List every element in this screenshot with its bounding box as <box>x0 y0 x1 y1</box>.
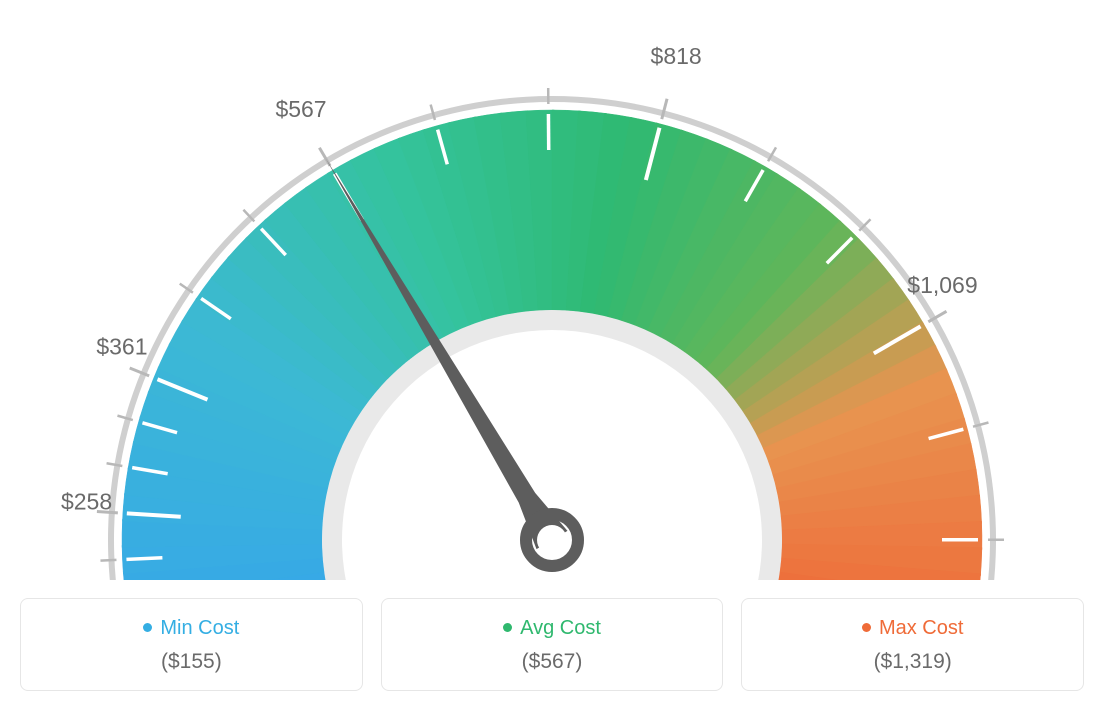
gauge-tick-label: $1,069 <box>907 272 977 298</box>
gauge-needle-hub-inner <box>537 525 567 555</box>
legend-card-max: Max Cost ($1,319) <box>741 598 1084 691</box>
legend-max-label: Max Cost <box>862 617 963 640</box>
legend-card-min: Min Cost ($155) <box>20 598 363 691</box>
gauge-tick-label: $258 <box>61 488 112 514</box>
legend-min-label: Min Cost <box>143 617 239 640</box>
legend-card-avg: Avg Cost ($567) <box>381 598 724 691</box>
gauge-tick-label: $818 <box>651 43 702 69</box>
gauge-tick-label: $361 <box>96 333 147 359</box>
cost-gauge: $155$258$361$567$818$1,069$1,319 <box>20 20 1084 580</box>
legend-row: Min Cost ($155) Avg Cost ($567) Max Cost… <box>20 598 1084 691</box>
legend-avg-label: Avg Cost <box>503 617 601 640</box>
legend-min-value: ($155) <box>33 650 350 674</box>
legend-max-value: ($1,319) <box>754 650 1071 674</box>
legend-avg-value: ($567) <box>394 650 711 674</box>
gauge-tick-label: $567 <box>275 96 326 122</box>
gauge-svg: $155$258$361$567$818$1,069$1,319 <box>20 20 1084 580</box>
